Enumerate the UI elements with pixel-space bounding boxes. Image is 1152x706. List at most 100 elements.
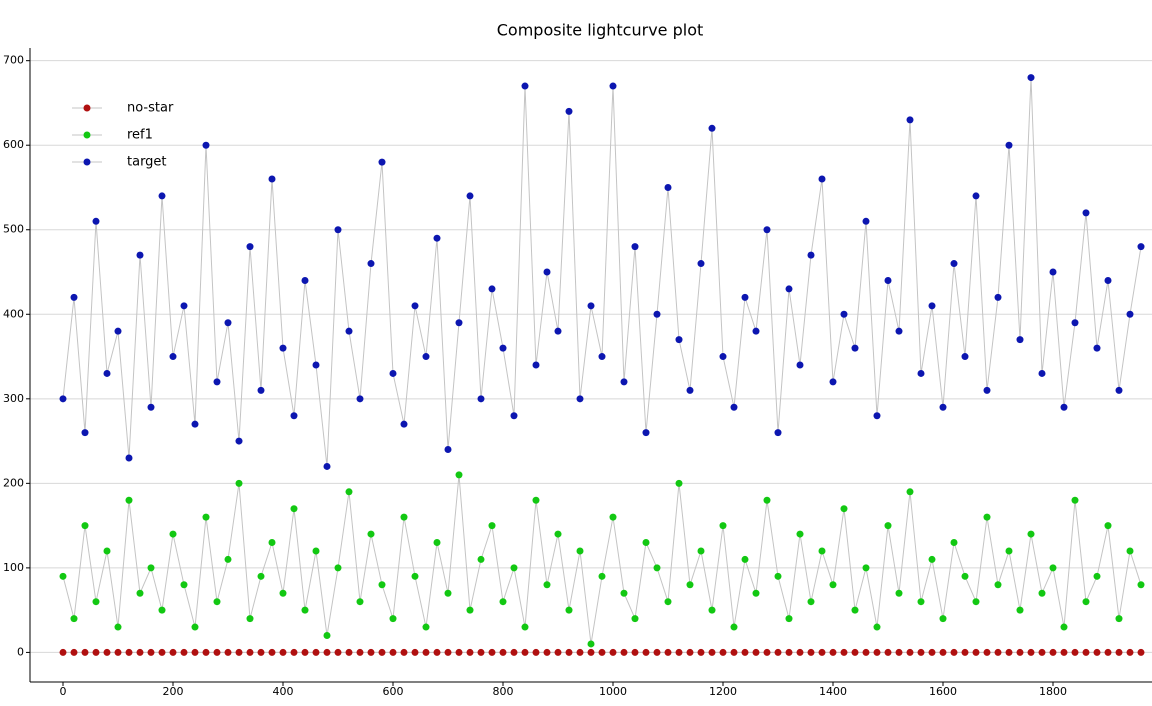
data-point [191, 623, 199, 631]
data-point [796, 530, 804, 538]
y-tick-label: 500 [3, 223, 24, 236]
data-point [686, 648, 694, 656]
data-point [543, 648, 551, 656]
data-point [290, 412, 298, 420]
x-tick-label: 400 [273, 685, 294, 698]
data-point [59, 572, 67, 580]
data-point [620, 378, 628, 386]
data-point [1027, 648, 1035, 656]
data-point [92, 217, 100, 225]
data-point [59, 648, 67, 656]
data-point [554, 530, 562, 538]
data-point [752, 327, 760, 335]
data-point [147, 403, 155, 411]
data-point [818, 547, 826, 555]
y-tick-label: 100 [3, 561, 24, 574]
data-point [1126, 310, 1134, 318]
data-point [125, 454, 133, 462]
data-point [92, 648, 100, 656]
data-point [785, 615, 793, 623]
data-point [532, 648, 540, 656]
data-point [917, 369, 925, 377]
data-point [609, 648, 617, 656]
data-point [994, 648, 1002, 656]
series [59, 648, 1145, 656]
data-point [620, 648, 628, 656]
legend-marker [83, 104, 91, 112]
data-point [290, 648, 298, 656]
data-point [697, 648, 705, 656]
data-point [642, 539, 650, 547]
data-point [433, 234, 441, 242]
data-point [873, 623, 881, 631]
data-point [983, 386, 991, 394]
data-point [169, 648, 177, 656]
data-point [510, 412, 518, 420]
x-tick-label: 800 [493, 685, 514, 698]
data-point [411, 648, 419, 656]
data-point [719, 353, 727, 361]
data-point [1093, 572, 1101, 580]
data-point [70, 615, 78, 623]
data-point [466, 192, 474, 200]
data-point [631, 243, 639, 251]
data-point [224, 319, 232, 327]
data-point [972, 648, 980, 656]
data-point [697, 547, 705, 555]
data-point [246, 648, 254, 656]
data-point [884, 648, 892, 656]
data-point [1071, 648, 1079, 656]
data-point [642, 429, 650, 437]
data-point [1082, 598, 1090, 606]
data-point [202, 513, 210, 521]
data-point [488, 648, 496, 656]
data-point [598, 572, 606, 580]
data-point [774, 648, 782, 656]
data-point [268, 648, 276, 656]
data-point [169, 530, 177, 538]
data-point [576, 395, 584, 403]
data-point [1005, 648, 1013, 656]
data-point [774, 429, 782, 437]
data-point [587, 640, 595, 648]
data-point [961, 572, 969, 580]
data-point [345, 488, 353, 496]
data-point [554, 327, 562, 335]
data-point [686, 581, 694, 589]
data-point [125, 648, 133, 656]
data-point [719, 522, 727, 530]
data-point [378, 648, 386, 656]
data-point [268, 539, 276, 547]
data-point [785, 648, 793, 656]
data-point [367, 530, 375, 538]
data-point [1115, 386, 1123, 394]
data-point [796, 648, 804, 656]
data-point [103, 369, 111, 377]
data-point [928, 555, 936, 563]
data-point [180, 302, 188, 310]
data-point [158, 192, 166, 200]
data-point [730, 648, 738, 656]
data-point [389, 369, 397, 377]
data-point [961, 648, 969, 656]
data-point [114, 648, 122, 656]
data-point [444, 589, 452, 597]
data-point [1137, 581, 1145, 589]
y-tick-label: 600 [3, 138, 24, 151]
data-point [301, 276, 309, 284]
data-point [114, 327, 122, 335]
data-point [840, 648, 848, 656]
data-point [477, 555, 485, 563]
data-point [103, 547, 111, 555]
data-point [81, 648, 89, 656]
data-point [807, 648, 815, 656]
data-point [312, 361, 320, 369]
x-tick-label: 1600 [929, 685, 957, 698]
data-point [884, 522, 892, 530]
data-point [1038, 369, 1046, 377]
data-point [664, 183, 672, 191]
data-point [598, 648, 606, 656]
data-point [191, 420, 199, 428]
